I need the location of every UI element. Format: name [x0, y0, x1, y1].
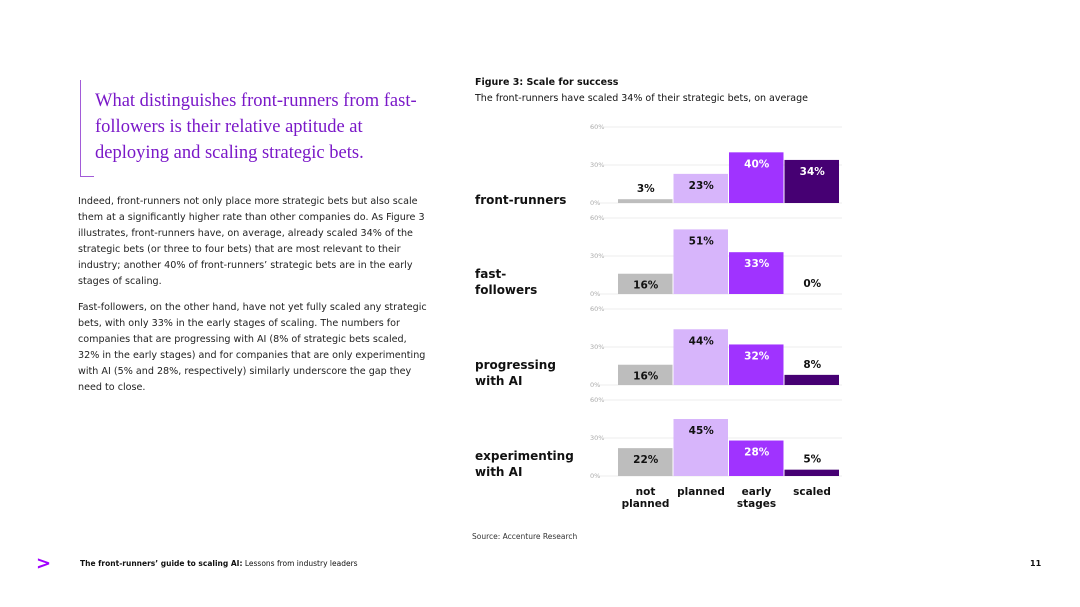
- data-label: 16%: [633, 280, 659, 292]
- footer-title: The front-runners’ guide to scaling AI:: [80, 559, 243, 568]
- y-tick-label: 30%: [590, 161, 604, 169]
- y-tick-label: 30%: [590, 343, 604, 351]
- bar: [618, 364, 673, 385]
- figure-title: Figure 3: Scale for success: [475, 77, 619, 88]
- data-label: 16%: [633, 371, 659, 383]
- pull-quote: What distinguishes front-runners from fa…: [95, 91, 417, 163]
- data-label: 3%: [637, 183, 655, 195]
- data-label: 0%: [803, 278, 821, 290]
- y-tick-label: 30%: [590, 252, 604, 260]
- data-label: 44%: [689, 335, 715, 347]
- data-label: 51%: [689, 235, 715, 247]
- data-label: 32%: [744, 350, 770, 362]
- source: Source: Accenture Research: [472, 532, 578, 541]
- bar: [673, 229, 728, 294]
- bar: [673, 173, 728, 203]
- data-label: 34%: [800, 166, 826, 178]
- y-tick-label: 60%: [590, 396, 604, 404]
- bar: [784, 374, 839, 385]
- y-tick-label: 60%: [590, 214, 604, 222]
- bar: [729, 152, 784, 203]
- data-label: 33%: [744, 258, 770, 270]
- footer-subtitle: Lessons from industry leaders: [244, 559, 358, 568]
- x-tick-label: scaled: [793, 486, 831, 498]
- quote-rule: [80, 80, 81, 176]
- paragraph: Indeed, front-runners not only place mor…: [78, 196, 425, 287]
- group-label: progressing with AI: [475, 358, 556, 388]
- bar: [784, 469, 839, 476]
- paragraph: Fast-followers, on the other hand, have …: [78, 302, 427, 393]
- x-tick-label: not planned: [621, 486, 670, 510]
- y-tick-label: 30%: [590, 434, 604, 442]
- x-tick-label: early stages: [736, 486, 777, 510]
- page-number: 11: [1030, 559, 1042, 568]
- group-label: fast-followers: [475, 267, 538, 297]
- data-label: 8%: [803, 359, 821, 371]
- bar: [618, 199, 673, 203]
- bar: [673, 419, 728, 476]
- y-tick-label: 60%: [590, 305, 604, 313]
- group-label: front-runners: [475, 193, 567, 207]
- data-label: 28%: [744, 447, 770, 459]
- data-label: 40%: [744, 158, 770, 170]
- data-label: 5%: [803, 454, 821, 466]
- bar: [618, 448, 673, 476]
- y-tick-label: 0%: [590, 381, 600, 389]
- y-tick-label: 0%: [590, 199, 600, 207]
- y-tick-label: 0%: [590, 472, 600, 480]
- bar: [729, 252, 784, 294]
- y-tick-label: 60%: [590, 123, 604, 131]
- figure-subtitle: The front-runners have scaled 34% of the…: [475, 93, 808, 104]
- x-tick-label: planned: [677, 486, 725, 498]
- quote-rule: [80, 176, 94, 177]
- logo: >: [36, 553, 52, 574]
- bar: [729, 344, 784, 385]
- bar: [729, 440, 784, 476]
- bar: [673, 329, 728, 385]
- footer: The front-runners’ guide to scaling AI: …: [80, 559, 358, 568]
- bar: [618, 273, 673, 294]
- data-label: 23%: [689, 180, 715, 192]
- bar: [784, 159, 839, 203]
- data-label: 22%: [633, 454, 659, 466]
- y-tick-label: 0%: [590, 290, 600, 298]
- data-label: 45%: [689, 425, 715, 437]
- group-label: experimenting with AI: [475, 449, 574, 479]
